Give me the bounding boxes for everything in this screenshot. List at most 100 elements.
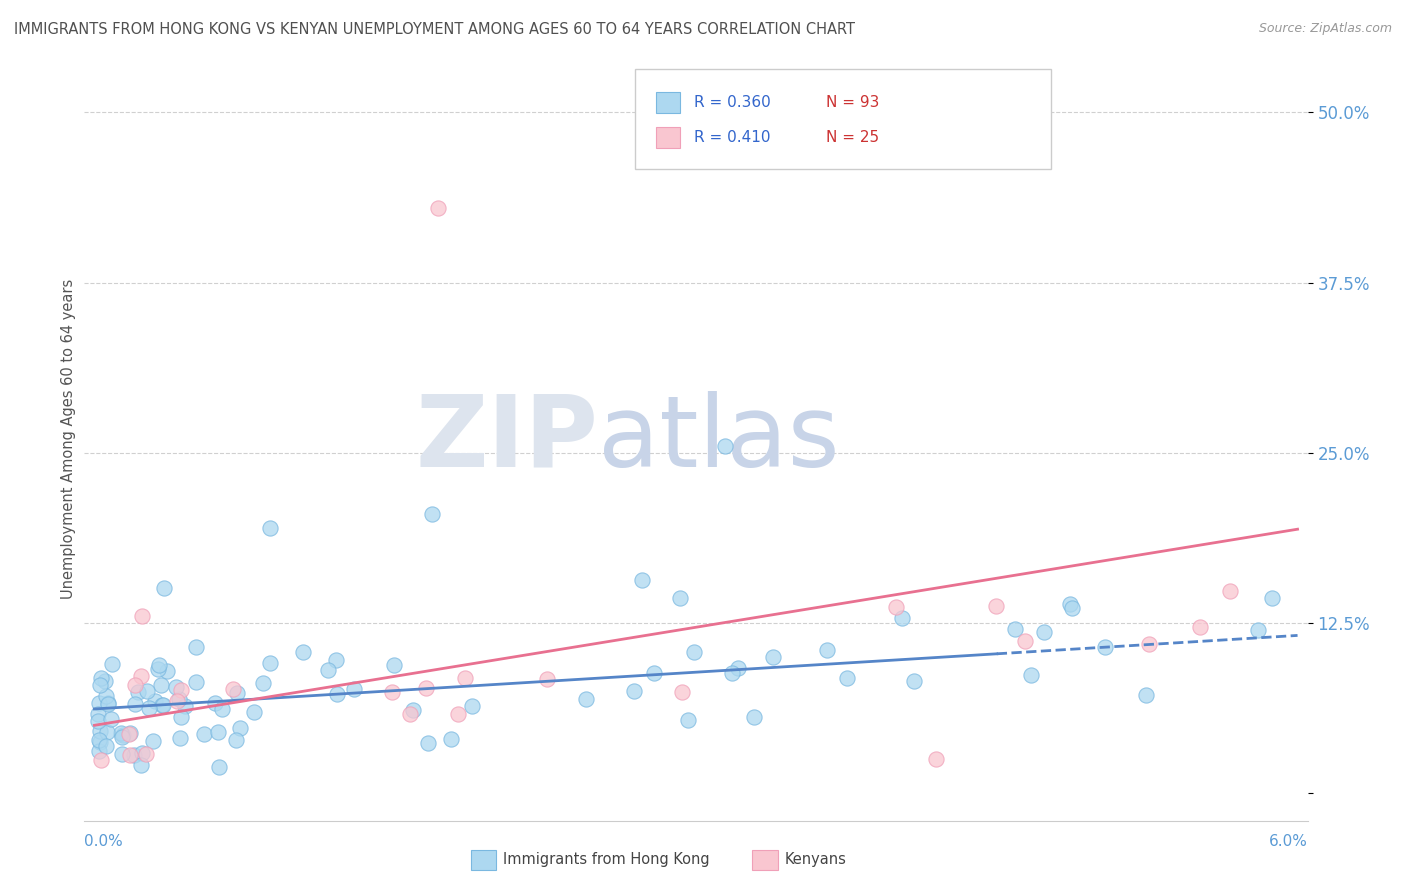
- Point: [100, 712, 122, 726]
- Point: [124, 678, 146, 692]
- Point: [727, 661, 749, 675]
- Point: [225, 733, 247, 747]
- Point: [136, 684, 159, 698]
- Point: [325, 687, 347, 701]
- Point: [131, 609, 153, 624]
- Point: [669, 591, 692, 606]
- Point: [837, 671, 859, 685]
- Point: [87, 732, 110, 747]
- Point: [1247, 623, 1270, 637]
- Point: [291, 645, 314, 659]
- Point: [1137, 637, 1160, 651]
- Point: [398, 706, 420, 721]
- Point: [90, 752, 112, 766]
- Point: [714, 439, 737, 453]
- Point: [447, 707, 470, 722]
- Point: [1033, 625, 1056, 640]
- Point: [149, 678, 172, 692]
- Text: atlas: atlas: [598, 391, 839, 488]
- Point: [170, 710, 193, 724]
- Point: [1135, 688, 1157, 702]
- Point: [110, 726, 132, 740]
- Point: [815, 643, 838, 657]
- Point: [682, 645, 704, 659]
- Point: [96, 725, 118, 739]
- Point: [129, 758, 152, 772]
- Text: N = 93: N = 93: [827, 95, 880, 110]
- Point: [138, 700, 160, 714]
- Point: [426, 201, 449, 215]
- Point: [226, 686, 249, 700]
- Point: [643, 666, 665, 681]
- Point: [111, 730, 134, 744]
- Point: [420, 507, 443, 521]
- Text: 0.0%: 0.0%: [84, 834, 124, 849]
- Point: [402, 703, 425, 717]
- Text: 6.0%: 6.0%: [1268, 834, 1308, 849]
- Point: [1019, 668, 1042, 682]
- Point: [1059, 597, 1081, 611]
- Point: [1062, 600, 1084, 615]
- Point: [152, 698, 174, 712]
- Point: [87, 744, 110, 758]
- Point: [193, 727, 215, 741]
- Point: [94, 739, 117, 753]
- Point: [575, 692, 598, 706]
- Point: [461, 699, 484, 714]
- FancyBboxPatch shape: [636, 70, 1050, 169]
- Point: [156, 664, 179, 678]
- Point: [111, 728, 134, 742]
- Point: [89, 696, 111, 710]
- Point: [143, 694, 166, 708]
- Point: [87, 707, 110, 722]
- Point: [89, 678, 111, 692]
- Text: ZIP: ZIP: [415, 391, 598, 488]
- Point: [671, 684, 693, 698]
- Point: [118, 727, 141, 741]
- Point: [184, 640, 207, 654]
- Point: [903, 673, 925, 688]
- Point: [207, 725, 229, 739]
- Point: [96, 697, 118, 711]
- Point: [165, 680, 187, 694]
- Point: [891, 611, 914, 625]
- Point: [90, 671, 112, 685]
- FancyBboxPatch shape: [655, 92, 679, 113]
- Point: [170, 683, 193, 698]
- FancyBboxPatch shape: [655, 127, 679, 148]
- Point: [536, 672, 558, 686]
- Point: [1219, 583, 1241, 598]
- Point: [87, 714, 110, 728]
- Point: [129, 669, 152, 683]
- Point: [169, 731, 191, 745]
- Point: [146, 662, 169, 676]
- Point: [884, 600, 907, 615]
- Point: [415, 681, 437, 695]
- Point: [343, 681, 366, 696]
- Point: [204, 696, 226, 710]
- Point: [167, 692, 190, 706]
- Point: [316, 663, 339, 677]
- Point: [127, 684, 149, 698]
- Point: [259, 657, 281, 671]
- Point: [124, 697, 146, 711]
- Text: R = 0.360: R = 0.360: [695, 95, 770, 110]
- Point: [174, 698, 197, 713]
- Point: [1004, 622, 1026, 636]
- Point: [259, 521, 281, 535]
- Point: [186, 675, 208, 690]
- Point: [1189, 620, 1212, 634]
- Point: [148, 658, 170, 673]
- Text: Source: ZipAtlas.com: Source: ZipAtlas.com: [1258, 22, 1392, 36]
- Point: [135, 747, 157, 761]
- Point: [93, 673, 115, 688]
- Point: [631, 573, 654, 587]
- Point: [1261, 591, 1284, 606]
- Point: [89, 735, 111, 749]
- Point: [131, 746, 153, 760]
- Point: [150, 698, 173, 712]
- Point: [208, 760, 231, 774]
- Point: [111, 747, 134, 761]
- Point: [1014, 634, 1036, 648]
- Point: [243, 705, 266, 719]
